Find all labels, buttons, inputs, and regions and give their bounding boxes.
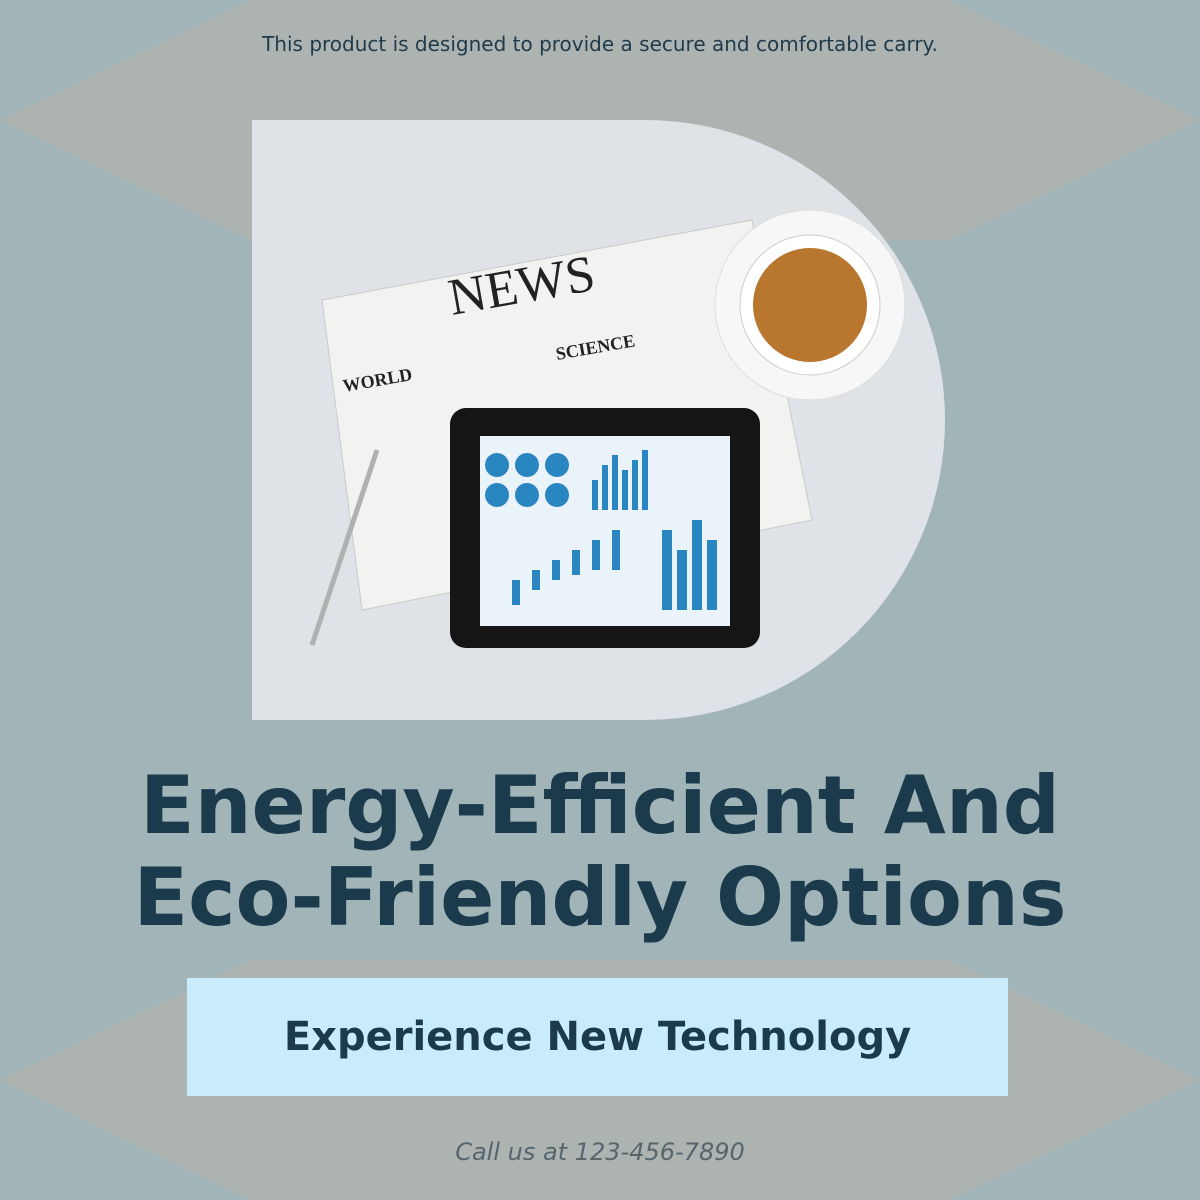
hero-image: NEWS WORLD SCIENCE (252, 120, 945, 720)
screen-chart (485, 450, 717, 610)
footer-contact: Call us at 123-456-7890 (455, 1138, 745, 1166)
background-corner (950, 0, 1200, 120)
tagline: This product is designed to provide a se… (262, 32, 938, 56)
cta-button[interactable]: Experience New Technology (187, 978, 1008, 1096)
coffee (753, 248, 867, 362)
background-corner (0, 0, 250, 120)
headline-line: Eco-Friendly Options (133, 851, 1067, 944)
pen (309, 449, 380, 646)
headline: Energy-Efficient And Eco-Friendly Option… (0, 760, 1200, 944)
headline-line: Energy-Efficient And (139, 759, 1061, 852)
